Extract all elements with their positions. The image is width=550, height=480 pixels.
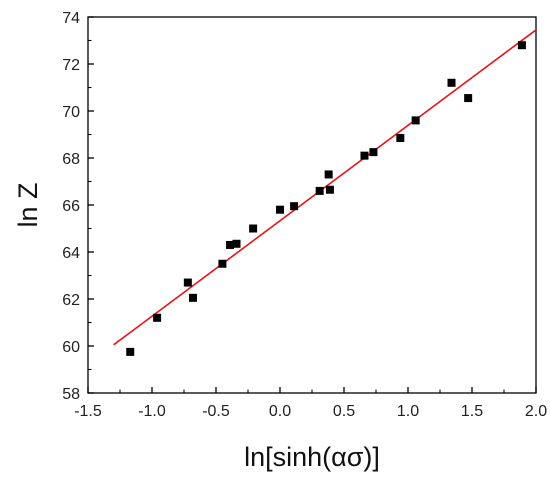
y-tick-label: 66	[62, 198, 80, 215]
y-tick-label: 58	[62, 386, 80, 403]
data-point	[369, 148, 378, 157]
data-point	[447, 78, 456, 87]
data-point	[324, 170, 333, 179]
y-tick-label: 72	[62, 57, 80, 74]
y-tick-label: 74	[62, 10, 80, 27]
x-tick-label: 2.0	[525, 403, 547, 420]
data-point	[360, 151, 369, 160]
data-point	[249, 224, 258, 233]
data-point	[411, 116, 420, 125]
data-point	[126, 347, 135, 356]
y-tick-label: 68	[62, 151, 80, 168]
y-tick-label: 64	[62, 245, 80, 262]
y-axis-title: ln Z	[13, 182, 43, 227]
data-point	[396, 134, 405, 143]
y-tick-label: 60	[62, 339, 80, 356]
x-tick-label: -0.5	[202, 403, 230, 420]
data-point	[232, 239, 241, 248]
data-point	[226, 240, 235, 249]
data-point	[517, 41, 526, 50]
data-point	[290, 202, 299, 211]
data-point	[153, 313, 162, 322]
y-tick-label: 70	[62, 104, 80, 121]
data-points	[126, 41, 526, 356]
x-axis-title: ln[sinh(ασ)]	[244, 442, 380, 472]
x-tick-label: 1.5	[461, 403, 483, 420]
data-point	[276, 205, 284, 214]
x-tick-label: 1.0	[397, 403, 419, 420]
x-tick-label: 0.5	[333, 403, 355, 420]
y-tick-label: 62	[62, 292, 80, 309]
data-point	[188, 293, 197, 302]
data-point	[218, 259, 227, 268]
data-point	[315, 186, 324, 195]
x-tick-label: -1.5	[74, 403, 102, 420]
data-point	[464, 94, 473, 103]
x-tick-label: -1.0	[138, 403, 166, 420]
fit-line	[113, 29, 537, 346]
x-tick-label: 0.0	[269, 403, 291, 420]
data-point	[183, 278, 192, 287]
plot-frame	[87, 16, 537, 394]
x-axis-ticks: -1.5 -1.0 -0.5 0.0 0.5 1.0 1.5 2.0	[74, 387, 547, 420]
data-point	[325, 185, 334, 194]
y-axis-ticks: 58 60 62 64 66 68 70 72 74	[62, 10, 94, 403]
